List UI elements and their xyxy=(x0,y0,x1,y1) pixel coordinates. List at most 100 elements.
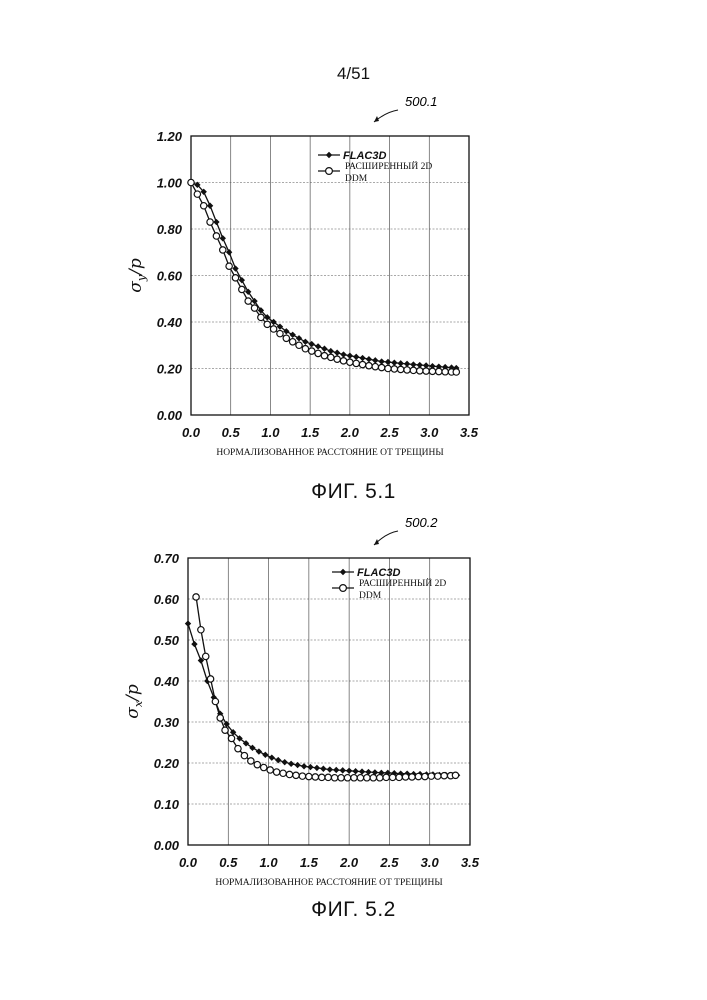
data-point-ddm xyxy=(391,366,397,372)
data-point-flac3d xyxy=(315,343,321,349)
x-tick-label: 3.0 xyxy=(420,425,439,440)
x-tick-label: 2.0 xyxy=(339,855,359,870)
legend-label-flac3d: FLAC3D xyxy=(357,567,400,579)
data-point-ddm xyxy=(338,775,344,781)
data-point-flac3d xyxy=(256,748,262,754)
data-point-ddm xyxy=(452,772,458,778)
data-point-ddm xyxy=(241,752,247,758)
data-point-ddm xyxy=(188,179,194,185)
data-point-ddm xyxy=(435,773,441,779)
x-tick-label: 0.0 xyxy=(182,425,201,440)
figure-ref-arrowhead xyxy=(374,539,379,545)
data-point-ddm xyxy=(385,365,391,371)
y-tick-label: 0.20 xyxy=(157,362,183,377)
data-point-ddm xyxy=(389,774,395,780)
x-tick-label: 2.0 xyxy=(340,425,360,440)
data-point-ddm xyxy=(267,767,273,773)
data-point-ddm xyxy=(220,247,226,253)
data-point-ddm xyxy=(364,775,370,781)
data-point-flac3d xyxy=(334,349,340,355)
data-point-ddm xyxy=(289,339,295,345)
y-axis-label: σx/p xyxy=(123,684,145,719)
data-point-ddm xyxy=(428,773,434,779)
data-point-ddm xyxy=(410,367,416,373)
data-point-ddm xyxy=(331,775,337,781)
legend-label-ddm-line1: РАСШИРЕННЫЙ 2D xyxy=(345,160,432,172)
data-point-flac3d xyxy=(207,203,213,209)
data-point-ddm xyxy=(251,305,257,311)
x-tick-label: 1.5 xyxy=(300,855,319,870)
data-point-ddm xyxy=(264,321,270,327)
x-tick-label: 3.0 xyxy=(421,855,440,870)
data-point-flac3d xyxy=(294,762,300,768)
data-point-flac3d xyxy=(191,641,197,647)
data-point-ddm xyxy=(315,350,321,356)
data-point-ddm xyxy=(321,353,327,359)
data-point-flac3d xyxy=(314,765,320,771)
data-point-ddm xyxy=(417,368,423,374)
x-tick-label: 2.5 xyxy=(380,425,400,440)
x-tick-label: 3.5 xyxy=(461,855,480,870)
data-point-ddm xyxy=(201,203,207,209)
data-point-ddm xyxy=(226,263,232,269)
y-tick-label: 0.80 xyxy=(157,222,183,237)
data-point-flac3d xyxy=(220,235,226,241)
data-point-flac3d xyxy=(296,335,302,341)
y-axis-label: σy/p xyxy=(126,258,148,293)
data-point-ddm xyxy=(442,369,448,375)
data-point-ddm xyxy=(302,346,308,352)
data-point-ddm xyxy=(328,354,334,360)
data-point-ddm xyxy=(347,359,353,365)
data-point-ddm xyxy=(353,360,359,366)
data-point-flac3d xyxy=(378,358,384,364)
data-point-flac3d xyxy=(359,768,365,774)
data-point-ddm xyxy=(299,773,305,779)
data-point-flac3d xyxy=(239,277,245,283)
data-point-ddm xyxy=(422,773,428,779)
data-point-ddm xyxy=(325,774,331,780)
data-point-ddm xyxy=(351,775,357,781)
y-axis-label-main: σ xyxy=(123,707,143,719)
legend-marker-ddm xyxy=(326,168,333,175)
data-point-flac3d xyxy=(372,357,378,363)
y-tick-label: 0.50 xyxy=(154,633,180,648)
data-point-ddm xyxy=(378,364,384,370)
data-point-flac3d xyxy=(391,359,397,365)
data-point-flac3d xyxy=(275,757,281,763)
data-point-ddm xyxy=(270,326,276,332)
data-point-flac3d xyxy=(301,763,307,769)
data-point-flac3d xyxy=(353,354,359,360)
data-point-ddm xyxy=(222,727,228,733)
data-point-ddm xyxy=(235,745,241,751)
legend-label-ddm-line2: DDM xyxy=(359,591,382,601)
y-tick-label: 0.40 xyxy=(154,674,180,689)
data-point-ddm xyxy=(366,363,372,369)
data-point-flac3d xyxy=(262,752,268,758)
data-point-ddm xyxy=(203,653,209,659)
data-point-ddm xyxy=(312,774,318,780)
legend-label-ddm-line1: РАСШИРЕННЫЙ 2D xyxy=(359,577,446,589)
data-point-ddm xyxy=(319,774,325,780)
data-point-flac3d xyxy=(185,620,191,626)
data-point-flac3d xyxy=(359,355,365,361)
data-point-ddm xyxy=(306,773,312,779)
data-point-flac3d xyxy=(213,219,219,225)
data-point-ddm xyxy=(217,715,223,721)
data-point-ddm xyxy=(194,191,200,197)
data-point-flac3d xyxy=(302,339,308,345)
x-tick-label: 0.0 xyxy=(179,855,198,870)
data-point-ddm xyxy=(404,367,410,373)
data-point-flac3d xyxy=(269,754,275,760)
x-axis-label: НОРМАЛИЗОВАННОЕ РАССТОЯНИЕ ОТ ТРЕЩИНЫ xyxy=(215,878,442,888)
data-point-ddm xyxy=(397,366,403,372)
x-tick-label: 1.0 xyxy=(261,425,280,440)
data-point-flac3d xyxy=(346,768,352,774)
data-point-ddm xyxy=(357,775,363,781)
y-tick-label: 1.20 xyxy=(157,129,183,144)
data-point-ddm xyxy=(453,369,459,375)
data-point-flac3d xyxy=(347,353,353,359)
y-tick-label: 0.70 xyxy=(154,551,180,566)
data-point-flac3d xyxy=(333,767,339,773)
data-point-ddm xyxy=(359,361,365,367)
legend-label-ddm-line2: DDM xyxy=(345,174,368,184)
